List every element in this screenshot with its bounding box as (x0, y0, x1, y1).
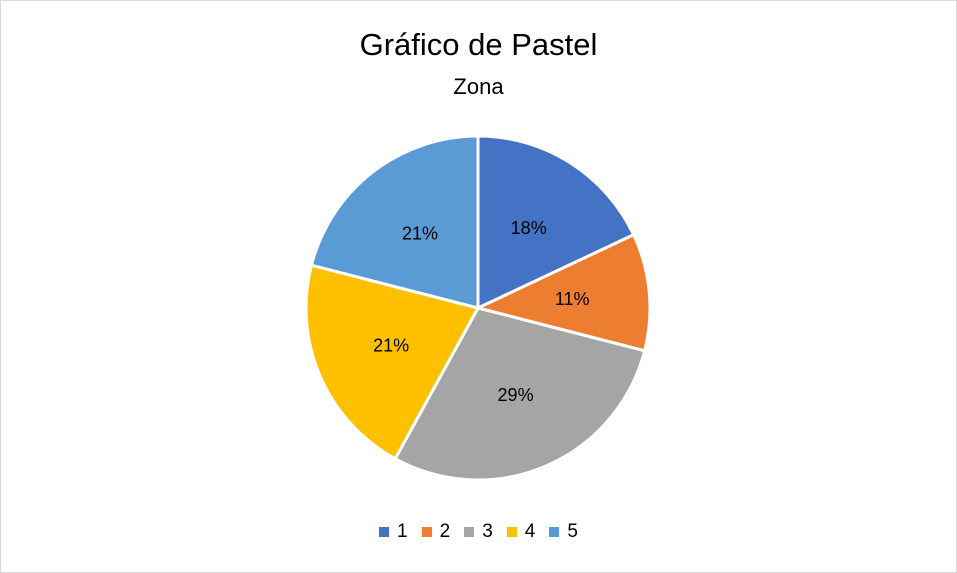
chart-title: Gráfico de Pastel (359, 27, 598, 62)
data-label-3: 29% (498, 385, 534, 405)
legend-item-2: 2 (421, 521, 451, 543)
legend-swatch-2 (421, 527, 432, 537)
legend-label-2: 2 (439, 521, 451, 542)
legend-label-5: 5 (567, 521, 578, 542)
pie-slice-5 (309, 134, 480, 310)
pie-slice-4 (304, 263, 481, 461)
pie-slice-2 (473, 232, 652, 353)
legend-item-1: 1 (379, 521, 408, 543)
data-label-4: 21% (373, 336, 409, 356)
legend-label-1: 1 (397, 521, 408, 542)
data-label-1: 18% (511, 218, 547, 238)
chart-subtitle: Zona (453, 74, 504, 99)
legend: 1 2 3 4 5 (1, 521, 956, 543)
legend-item-5: 5 (549, 521, 578, 543)
legend-swatch-3 (464, 527, 475, 537)
legend-swatch-1 (379, 527, 390, 537)
legend-item-3: 3 (464, 521, 493, 543)
legend-swatch-5 (549, 527, 560, 537)
data-label-2: 11% (555, 289, 590, 309)
data-label-5: 21% (402, 223, 438, 243)
pie-slice-3 (393, 306, 647, 482)
pie-slice-1 (476, 134, 636, 311)
legend-label-4: 4 (524, 521, 536, 542)
legend-swatch-4 (506, 527, 517, 537)
legend-item-4: 4 (506, 521, 536, 543)
legend-label-3: 3 (482, 521, 493, 542)
